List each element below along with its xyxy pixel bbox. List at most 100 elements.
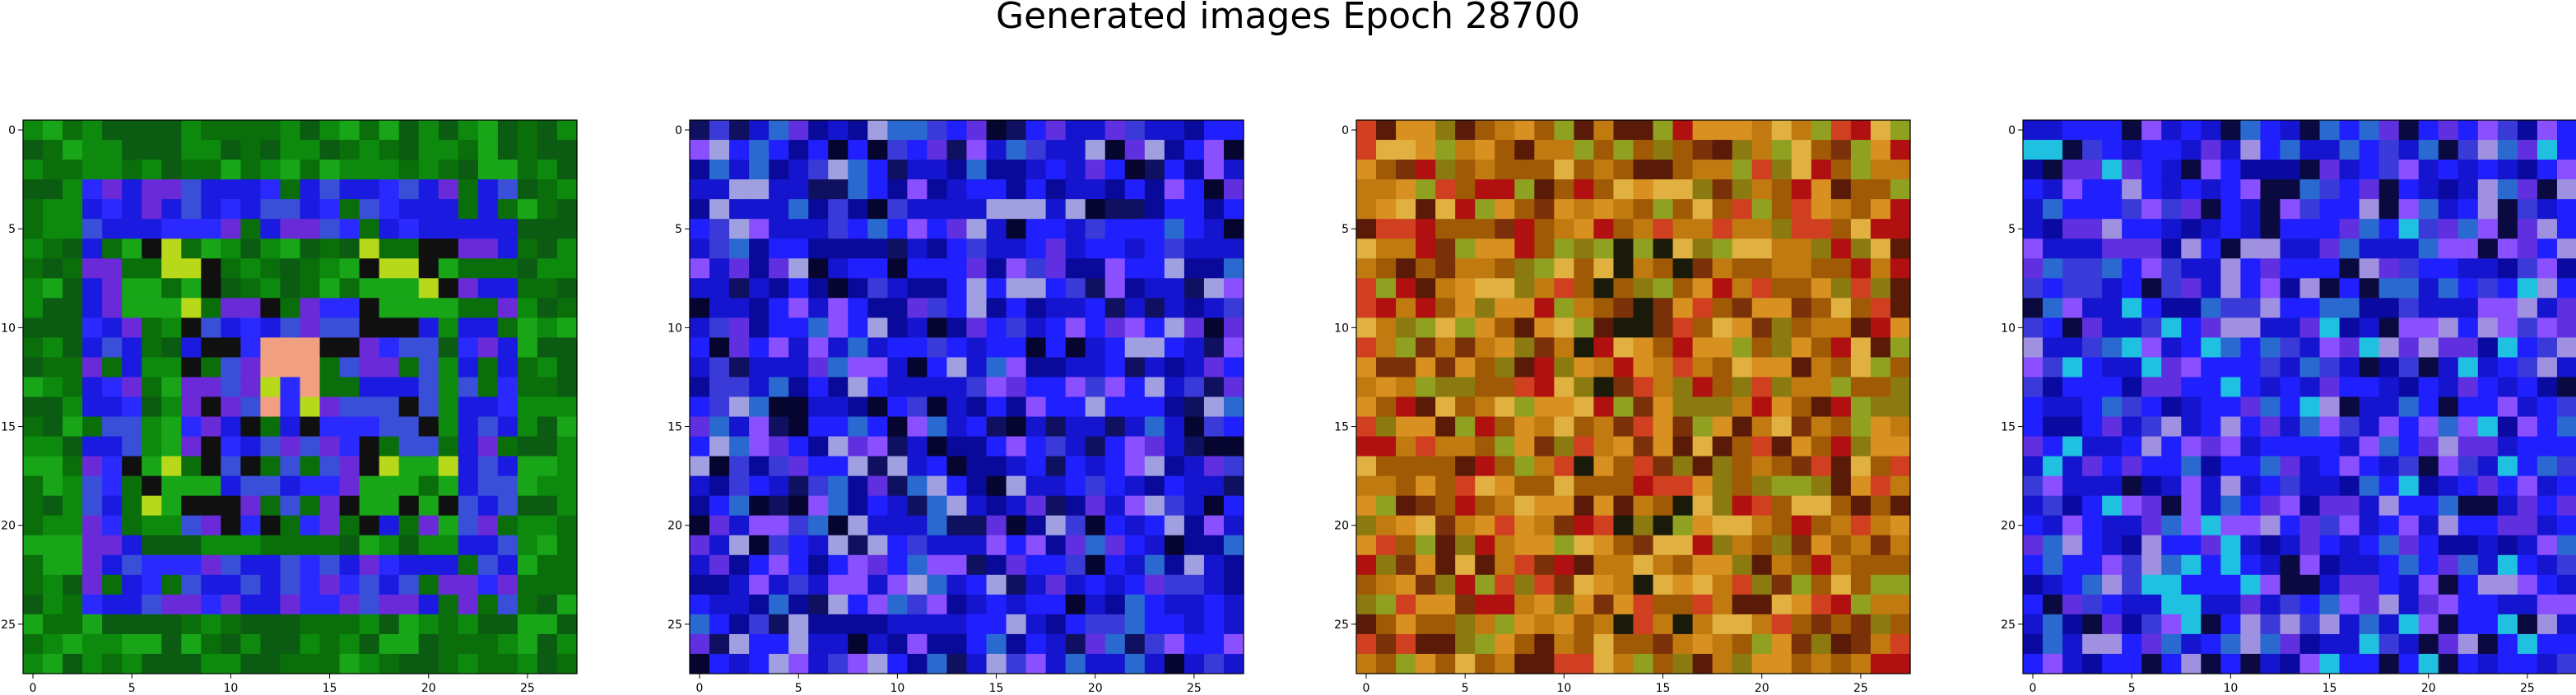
pixel-cell xyxy=(769,475,789,497)
pixel-cell xyxy=(2043,258,2063,279)
x-tick-label: 10 xyxy=(890,682,904,695)
pixel-cell xyxy=(517,199,538,220)
pixel-cell xyxy=(438,594,459,615)
pixel-cell xyxy=(1164,515,1185,536)
pixel-cell xyxy=(788,594,809,615)
pixel-cell xyxy=(517,140,538,160)
y-tick-label: 25 xyxy=(2001,619,2016,632)
pixel-cell xyxy=(2260,160,2281,180)
pixel-cell xyxy=(1495,120,1515,141)
pixel-cell xyxy=(260,120,281,141)
pixel-cell xyxy=(1830,120,1852,141)
pixel-cell xyxy=(1085,495,1106,517)
pixel-cell xyxy=(1593,633,1615,655)
pixel-cell xyxy=(2260,219,2281,239)
pixel-cell xyxy=(1006,357,1027,378)
pixel-cell xyxy=(1692,535,1713,556)
pixel-cell xyxy=(749,495,770,517)
pixel-cell xyxy=(477,337,499,359)
pixel-cell xyxy=(1396,574,1416,595)
pixel-cell xyxy=(1435,614,1456,635)
pixel-cell xyxy=(808,337,829,359)
pixel-cell xyxy=(1495,495,1515,517)
pixel-cell xyxy=(1653,574,1674,595)
pixel-cell xyxy=(1692,436,1713,457)
pixel-cell xyxy=(946,179,968,200)
pixel-cell xyxy=(379,317,400,338)
pixel-cell xyxy=(2556,179,2576,200)
pixel-cell xyxy=(201,554,221,576)
pixel-cell xyxy=(418,614,439,635)
pixel-cell xyxy=(43,535,63,556)
pixel-cell xyxy=(1144,554,1165,576)
pixel-cell xyxy=(1811,317,1832,338)
pixel-cell xyxy=(2438,416,2459,438)
pixel-cell xyxy=(2556,574,2576,595)
y-tick-label: 10 xyxy=(2001,322,2016,335)
pixel-cell xyxy=(2536,495,2558,517)
pixel-cell xyxy=(2082,298,2103,318)
pixel-cell xyxy=(2477,278,2499,299)
pixel-cell xyxy=(398,574,420,595)
pixel-cell xyxy=(1356,653,1377,674)
pixel-cell xyxy=(2378,357,2400,378)
pixel-cell xyxy=(1435,377,1456,398)
pixel-cell xyxy=(1514,495,1535,517)
pixel-cell xyxy=(966,614,988,635)
pixel-cell xyxy=(319,633,341,655)
pixel-cell xyxy=(2260,239,2281,259)
pixel-cell xyxy=(1416,258,1436,279)
pixel-cell xyxy=(359,653,380,674)
pixel-cell xyxy=(2438,219,2459,239)
pixel-cell xyxy=(2181,298,2202,318)
pixel-cell xyxy=(2240,357,2262,378)
pixel-cell xyxy=(2378,436,2400,457)
pixel-cell xyxy=(1203,614,1225,635)
pixel-cell xyxy=(1850,535,1872,556)
pixel-cell xyxy=(1811,219,1832,239)
pixel-cell xyxy=(1593,436,1615,457)
pixel-cell xyxy=(2082,317,2103,338)
pixel-cell xyxy=(749,416,770,438)
pixel-cell xyxy=(709,140,730,160)
pixel-cell xyxy=(1203,317,1225,338)
pixel-cell xyxy=(1475,179,1495,200)
pixel-cell xyxy=(418,140,439,160)
pixel-cell xyxy=(201,140,221,160)
pixel-cell xyxy=(2102,219,2123,239)
y-tick-label: 25 xyxy=(1,619,16,632)
pixel-cell xyxy=(2220,140,2241,160)
pixel-cell xyxy=(1712,140,1733,160)
pixel-cell xyxy=(2418,219,2439,239)
pixel-cell xyxy=(1183,574,1205,595)
pixel-cell xyxy=(2220,377,2241,398)
pixel-cell xyxy=(2220,574,2241,595)
pixel-cell xyxy=(1104,219,1126,239)
pixel-cell xyxy=(907,337,928,359)
pixel-cell xyxy=(1356,140,1377,160)
pixel-cell xyxy=(1890,239,1911,259)
pixel-cell xyxy=(887,594,908,615)
pixel-cell xyxy=(1771,614,1793,635)
pixel-cell xyxy=(690,416,710,438)
pixel-cell xyxy=(966,653,988,674)
pixel-cell xyxy=(2220,298,2241,318)
pixel-cell xyxy=(788,160,809,180)
pixel-cell xyxy=(848,456,868,477)
pixel-cell xyxy=(788,396,809,418)
pixel-cell xyxy=(319,199,341,220)
pixel-cell xyxy=(946,614,968,635)
pixel-cell xyxy=(1613,653,1634,674)
pixel-cell xyxy=(161,614,182,635)
pixel-cell xyxy=(82,554,103,576)
pixel-cell xyxy=(2280,456,2301,477)
pixel-cell xyxy=(966,633,988,655)
pixel-cell xyxy=(1104,120,1126,141)
pixel-cell xyxy=(2141,239,2162,259)
pixel-cell xyxy=(1633,614,1654,635)
pixel-cell xyxy=(2043,574,2063,595)
pixel-cell xyxy=(1203,436,1225,457)
pixel-cell xyxy=(2378,258,2400,279)
pixel-cell xyxy=(1890,377,1911,398)
pixel-cell xyxy=(2517,436,2538,457)
